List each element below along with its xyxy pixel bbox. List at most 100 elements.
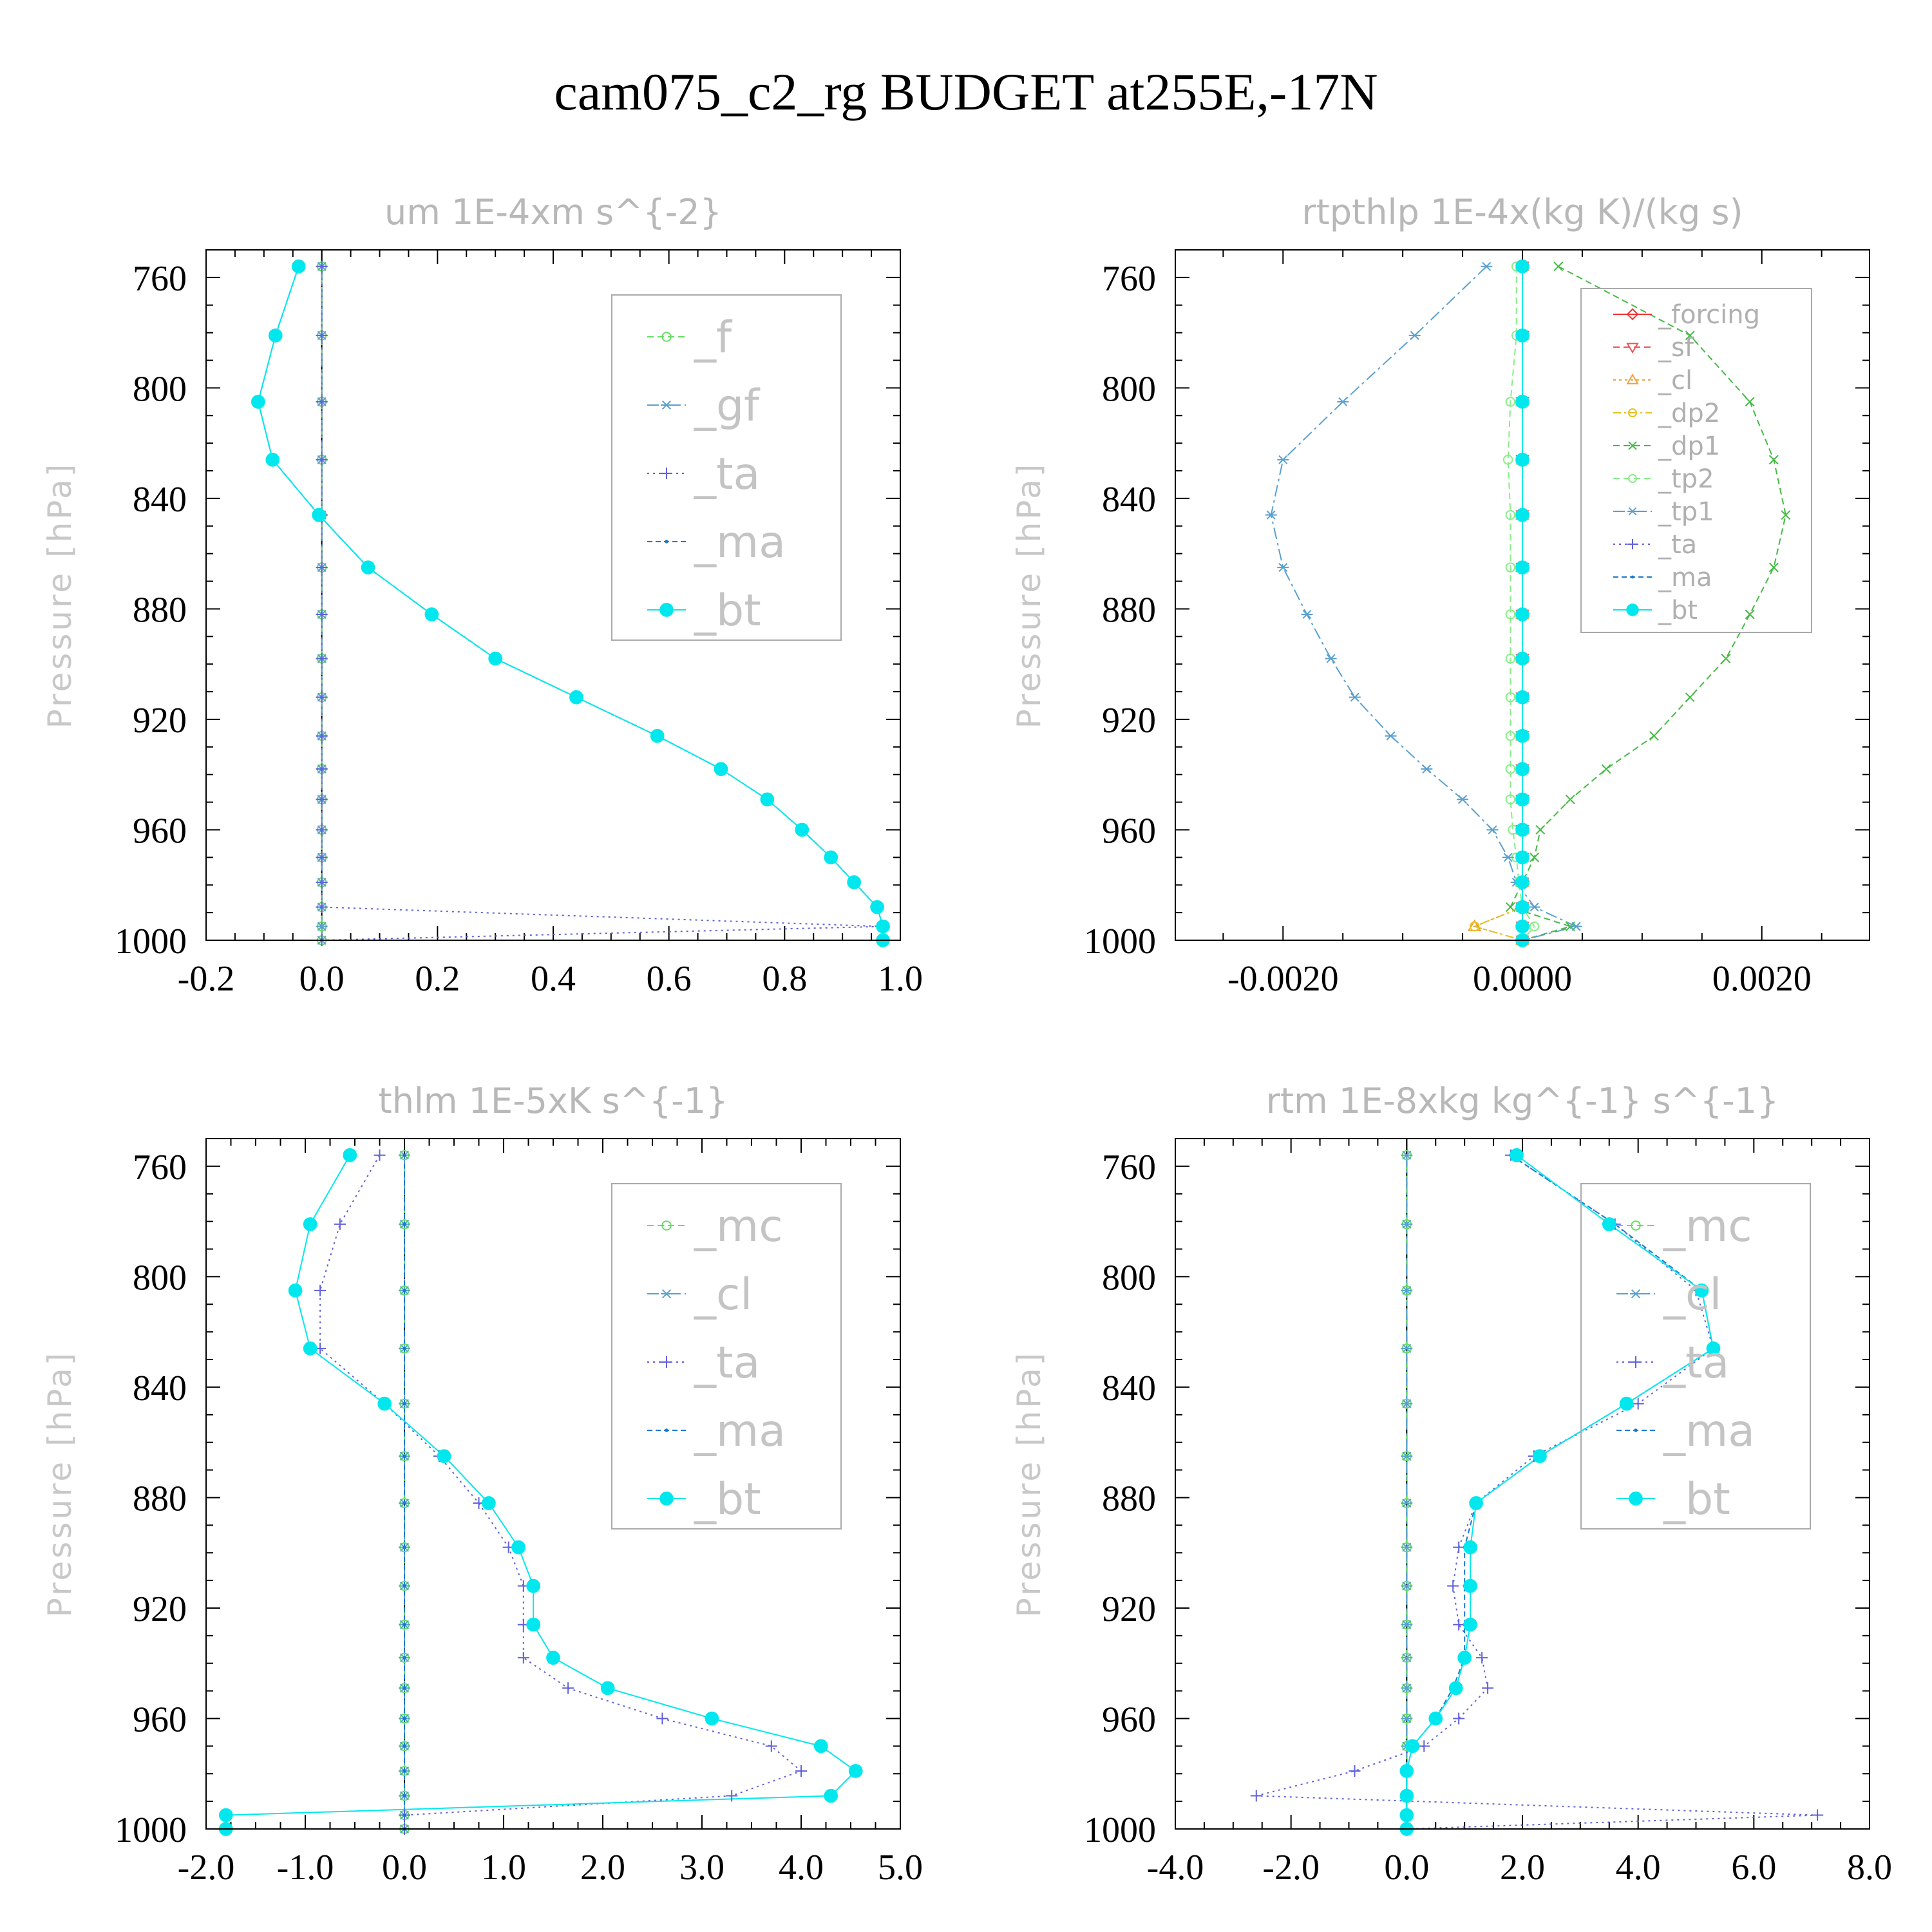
series-point xyxy=(402,1153,406,1157)
series-point xyxy=(1515,690,1530,705)
legend: _forcing_sf _cl _dp2 _dp1_tp2_tp1_ta _ma _bt xyxy=(1580,288,1812,633)
y-tick-label: 800 xyxy=(133,1258,187,1298)
series-point xyxy=(661,468,672,479)
series-point xyxy=(1277,563,1289,573)
series-point xyxy=(1626,603,1639,616)
series-line xyxy=(1510,265,1786,941)
legend-label: _mc xyxy=(694,1201,783,1252)
x-tick-label: 0.6 xyxy=(647,959,692,999)
series-point xyxy=(1745,609,1755,620)
series-point xyxy=(1301,610,1313,620)
series-point xyxy=(218,1808,233,1823)
x-tick-label: 2.0 xyxy=(580,1848,625,1888)
y-tick-label: 1000 xyxy=(1084,922,1156,961)
series-point xyxy=(600,1681,615,1696)
series-point xyxy=(795,822,810,837)
y-tick-label: 760 xyxy=(1102,1148,1156,1188)
series-line xyxy=(257,266,884,940)
series-point xyxy=(402,1584,406,1588)
x-tick-label: 6.0 xyxy=(1731,1848,1776,1888)
y-axis-label: Pressure [hPa] xyxy=(1010,1350,1048,1618)
series-point xyxy=(402,1686,406,1690)
series-point xyxy=(1405,1739,1420,1754)
y-tick-label: 920 xyxy=(1102,1589,1156,1629)
series-point xyxy=(1630,1289,1642,1299)
series-point xyxy=(316,922,328,931)
series-point xyxy=(1515,822,1530,837)
x-tick-label: 1.0 xyxy=(878,959,923,999)
series-point xyxy=(377,1396,392,1411)
series-point xyxy=(1401,1714,1413,1723)
series-point xyxy=(316,562,328,574)
series-point xyxy=(1745,397,1755,407)
series-point xyxy=(1685,330,1695,341)
series-line xyxy=(1472,266,1523,941)
series-point xyxy=(1505,609,1516,620)
series-point xyxy=(1535,825,1546,835)
series-point xyxy=(1453,1541,1465,1553)
series-point xyxy=(316,609,328,621)
series-point xyxy=(847,875,861,889)
series-point xyxy=(1401,1452,1413,1461)
series-point xyxy=(526,1617,541,1632)
series-point xyxy=(1570,922,1582,931)
y-tick-label: 960 xyxy=(133,811,187,851)
series-point xyxy=(1505,397,1516,407)
series-point xyxy=(374,1149,386,1161)
panels: um 1E-4xm s^{-2} Pressure [hPa] -0.2 0.0 0.2… xyxy=(41,192,1892,1888)
series-point xyxy=(1421,764,1433,774)
series-point xyxy=(1349,692,1361,702)
series-point xyxy=(1401,1499,1413,1508)
series-point xyxy=(1505,562,1516,573)
tick-marks xyxy=(205,1138,901,1830)
series-point xyxy=(1349,1765,1361,1777)
legend-label: _cl xyxy=(694,1269,752,1320)
y-tick-label: 800 xyxy=(1102,1258,1156,1298)
y-tick-label: 960 xyxy=(1102,811,1156,851)
series-point xyxy=(288,1283,303,1298)
series-point xyxy=(1505,794,1516,805)
series-point xyxy=(1505,653,1516,664)
x-tick-label: 0.0020 xyxy=(1712,959,1812,999)
series-point xyxy=(1530,852,1540,862)
series-point xyxy=(334,1218,346,1230)
legend-label: _tp2 xyxy=(1658,464,1714,494)
y-tick-label: 880 xyxy=(133,1479,187,1519)
panel-1: um 1E-4xm s^{-2} Pressure [hPa] -0.2 0.0 0.2… xyxy=(41,192,923,999)
series-point xyxy=(316,652,328,665)
series-point xyxy=(1476,1652,1488,1664)
y-tick-label: 760 xyxy=(1102,259,1156,299)
series-point xyxy=(316,876,328,888)
series-point xyxy=(1628,408,1637,417)
series-point xyxy=(1533,1449,1547,1463)
series-line xyxy=(1507,266,1535,941)
series-point xyxy=(1628,441,1637,450)
legend-label: _gf xyxy=(694,381,761,431)
series-point xyxy=(1515,560,1530,574)
legend-label: _bt xyxy=(1663,1474,1730,1525)
series-point xyxy=(848,1764,863,1778)
series-point xyxy=(316,395,328,408)
series-point xyxy=(1627,507,1638,516)
series-point xyxy=(1626,308,1639,321)
panel-title: rtm 1E-8xkg kg^{-1} s^{-1} xyxy=(1266,1081,1779,1121)
series-point xyxy=(705,1711,719,1726)
legend-label: _ta xyxy=(694,449,760,500)
legend-box xyxy=(611,294,842,641)
series-point xyxy=(1418,1740,1430,1752)
series-point xyxy=(1481,261,1493,271)
y-tick-label: 920 xyxy=(133,701,187,741)
panel-title: um 1E-4xm s^{-2} xyxy=(384,192,722,232)
x-tick-label: -4.0 xyxy=(1147,1848,1204,1888)
panel-title: rtpthlp 1E-4x(kg K)/(kg s) xyxy=(1302,192,1743,232)
series-line xyxy=(225,1155,857,1829)
x-tick-label: -0.0020 xyxy=(1227,959,1339,999)
series-point xyxy=(1721,654,1731,664)
panel-2: rtpthlp 1E-4x(kg K)/(kg s) Pressure [hPa]… xyxy=(1010,192,1870,999)
y-tick-label: 840 xyxy=(133,480,187,520)
series-point xyxy=(1505,692,1516,703)
x-tick-label: 0.4 xyxy=(531,959,576,999)
series-point xyxy=(1469,1496,1483,1510)
series-point xyxy=(1515,328,1530,343)
series-point xyxy=(1706,1341,1721,1356)
